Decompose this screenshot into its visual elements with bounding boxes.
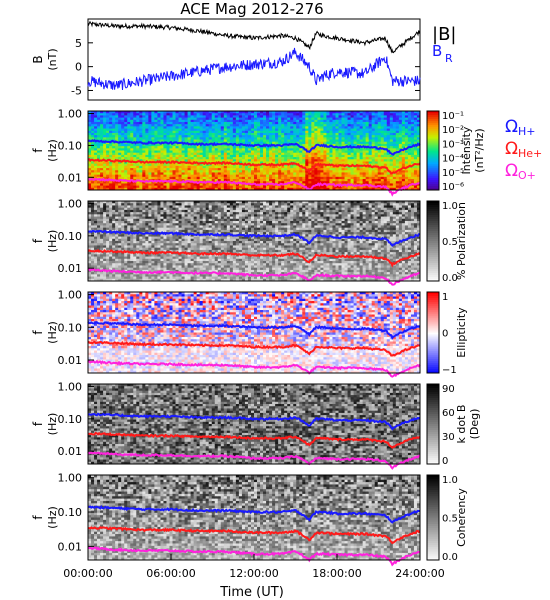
freq-ytick-label: 0.01 bbox=[58, 354, 83, 367]
freq-ytick-label: 0.01 bbox=[58, 540, 83, 553]
panel1-ytick-label: 0 bbox=[75, 61, 82, 74]
gyro-legend-symbol: Ω bbox=[505, 117, 518, 137]
x-axis-label: Time (UT) bbox=[219, 585, 284, 600]
freq-ytick-label: 1.00 bbox=[58, 108, 83, 121]
figure-title: ACE Mag 2012-276 bbox=[180, 0, 323, 18]
freq-ylabel-unit: (Hz) bbox=[46, 230, 59, 253]
freq-ytick-label: 1.00 bbox=[58, 289, 83, 302]
spectrogram-panel-5 bbox=[88, 475, 420, 560]
freq-ylabel: f bbox=[31, 515, 45, 520]
freq-ytick-label: 1.00 bbox=[58, 198, 83, 211]
freq-ytick-label: 0.10 bbox=[58, 139, 83, 152]
colorbar-label: Ellipticity bbox=[455, 307, 468, 358]
x-tick-label: 12:00:00 bbox=[229, 567, 278, 580]
gyro-legend-sub: H+ bbox=[518, 125, 536, 138]
colorbar-tick-label: 1.0 bbox=[442, 475, 458, 486]
colorbar-unit: (nT²/Hz) bbox=[473, 128, 486, 172]
x-tick-label: 00:00:00 bbox=[63, 567, 112, 580]
colorbar-tick-label: 0 bbox=[442, 329, 448, 340]
freq-ylabel-unit: (Hz) bbox=[46, 413, 59, 436]
spectrogram-panel-3 bbox=[88, 292, 420, 373]
spectrogram-panel-1 bbox=[88, 111, 420, 190]
colorbar-tick-label: −1 bbox=[442, 365, 457, 376]
x-tick-label: 24:00:00 bbox=[395, 567, 444, 580]
colorbar-unit: (Deg) bbox=[468, 409, 481, 440]
colorbar-label: Intensity bbox=[460, 126, 473, 174]
panels-layer: 50-5B (nT)|B|B R1.000.100.01f (Hz)10⁻¹10⁻²1… bbox=[31, 19, 542, 580]
colorbar-tick-label: 60 bbox=[442, 408, 455, 419]
freq-ylabel: f bbox=[31, 148, 45, 153]
colorbar-label: % Polarization bbox=[455, 202, 468, 280]
freq-ylabel-unit: (Hz) bbox=[46, 321, 59, 344]
legend-b-r-sub: R bbox=[445, 52, 453, 65]
colorbar-label: k dot B bbox=[455, 405, 468, 444]
gyro-legend-symbol: Ω bbox=[505, 161, 518, 181]
freq-ytick-label: 0.10 bbox=[58, 230, 83, 243]
freq-ytick-label: 0.01 bbox=[58, 445, 83, 458]
panel1-ylabel-unit: (nT) bbox=[46, 48, 59, 70]
freq-ytick-label: 1.00 bbox=[58, 472, 83, 485]
spectrogram-panel-2 bbox=[88, 201, 420, 281]
x-tick-label: 06:00:00 bbox=[146, 567, 195, 580]
freq-ylabel-unit: (Hz) bbox=[46, 506, 59, 529]
colorbar-tick-label: 0 bbox=[442, 456, 448, 467]
freq-ylabel: f bbox=[31, 238, 45, 243]
panel1-frame bbox=[88, 19, 420, 100]
colorbar-tick-label: 0.0 bbox=[442, 552, 458, 563]
freq-ytick-label: 0.01 bbox=[58, 171, 83, 184]
freq-ytick-label: 0.01 bbox=[58, 262, 83, 275]
freq-ylabel-unit: (Hz) bbox=[46, 139, 59, 162]
colorbar-tick-label: 10⁻⁶ bbox=[442, 182, 464, 193]
freq-ytick-label: 0.10 bbox=[58, 506, 83, 519]
legend-b-r: B bbox=[432, 42, 442, 60]
freq-ytick-label: 0.10 bbox=[58, 321, 83, 334]
freq-ytick-label: 1.00 bbox=[58, 381, 83, 394]
colorbar-tick-label: 90 bbox=[442, 384, 455, 395]
panel1-ytick-label: 5 bbox=[75, 37, 82, 50]
gyro-legend-sub: He+ bbox=[518, 147, 542, 160]
freq-ylabel: f bbox=[31, 421, 45, 426]
freq-ylabel: f bbox=[31, 330, 45, 335]
x-tick-label: 18:00:00 bbox=[312, 567, 361, 580]
colorbar-tick-label: 1 bbox=[442, 292, 448, 303]
panel1-ytick-label: -5 bbox=[71, 84, 82, 97]
colorbar-label: Coherency bbox=[455, 488, 468, 547]
freq-ytick-label: 0.10 bbox=[58, 413, 83, 426]
panel1-ylabel: B bbox=[31, 55, 45, 63]
colorbar-tick-label: 30 bbox=[442, 432, 455, 443]
colorbar-tick-label: 10⁻¹ bbox=[442, 111, 464, 122]
gyro-legend-sub: O+ bbox=[518, 169, 536, 182]
spectrogram-panel-4 bbox=[88, 384, 420, 464]
gyro-legend-symbol: Ω bbox=[505, 139, 518, 159]
